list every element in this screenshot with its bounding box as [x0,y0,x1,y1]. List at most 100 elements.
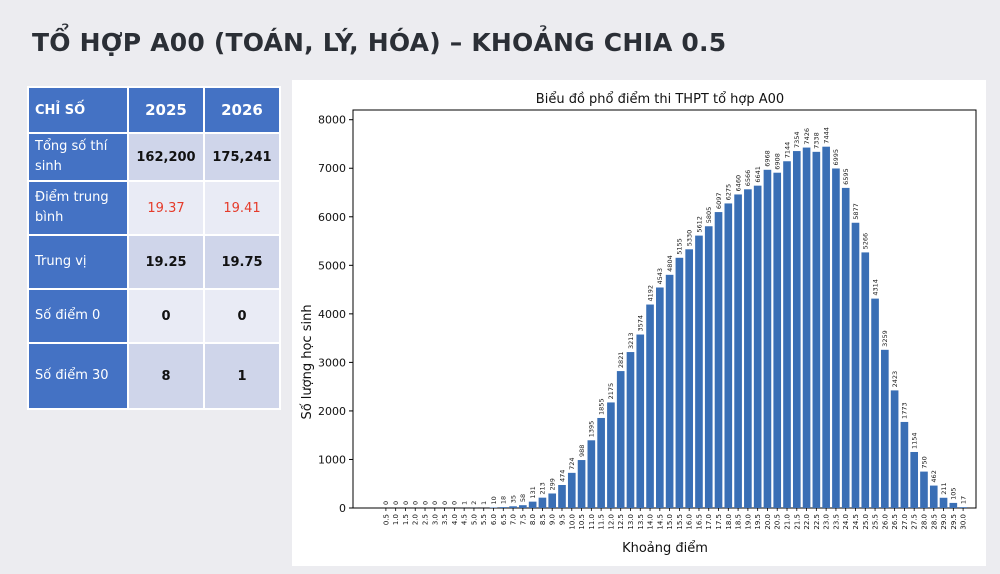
data-label: 7354 [793,132,801,149]
x-tick-label: 23.5 [832,514,840,530]
x-tick-label: 5.0 [470,514,478,525]
x-tick-label: 22.5 [813,514,821,530]
header-metric: CHỈ SỐ [27,86,129,134]
bar [929,485,938,508]
bar [890,390,899,508]
x-tick-label: 18.5 [735,514,743,530]
x-tick-label: 14.0 [647,514,655,530]
bar [567,472,576,508]
bar [616,371,625,508]
data-label: 4314 [871,279,879,296]
data-label: 1 [460,501,468,505]
cell-zero-2025: 0 [127,288,205,344]
bar [636,334,645,508]
data-label: 0 [382,501,390,505]
x-tick-label: 28.5 [930,514,938,530]
data-label: 4804 [666,255,674,272]
x-tick-label: 20.5 [774,514,782,530]
row-label-mean: Điểm trung bình [27,180,129,236]
data-label: 7444 [822,127,830,144]
x-tick-label: 11.5 [598,514,606,530]
x-tick-label: 7.0 [510,514,518,525]
data-label: 5805 [705,207,713,224]
cell-median-2025: 19.25 [127,234,205,290]
header-2026: 2026 [203,86,281,134]
bar [577,460,586,508]
data-label: 0 [402,501,410,505]
x-tick-label: 9.0 [549,514,557,525]
data-label: 5877 [852,203,860,220]
plot-frame [352,109,977,509]
data-label: 462 [930,470,938,482]
bar [763,169,772,509]
x-tick-label: 22.0 [803,514,811,530]
bar [959,507,967,508]
row-label-zero: Số điểm 0 [27,288,129,344]
x-tick-label: 3.0 [431,514,439,525]
x-tick-label: 1.0 [392,514,400,525]
bar [881,349,889,508]
x-tick-label: 26.0 [881,514,889,530]
data-label: 6566 [744,170,752,187]
y-tick-label: 1000 [318,453,346,466]
bar [695,235,703,509]
table-row: Điểm trung bình 19.37 19.41 [27,180,281,236]
chart-title: Biểu đồ phổ điểm thi THPT tổ hợp A00 [536,92,784,107]
x-tick-label: 14.5 [656,514,664,530]
data-label: 4192 [646,285,654,302]
data-label: 0 [441,501,449,505]
x-tick-label: 6.5 [500,514,508,525]
data-label: 0 [431,501,439,505]
chart-y-axis-label: Số lượng học sinh [300,304,315,419]
data-label: 6995 [832,149,840,166]
header-2025: 2025 [127,86,205,134]
x-tick-label: 8.0 [529,514,537,525]
page-title: TỔ HỢP A00 (TOÁN, LÝ, HÓA) – KHOẢNG CHIA… [32,28,727,57]
bar [724,203,733,508]
x-tick-label: 19.5 [754,514,762,530]
x-tick-label: 25.0 [862,514,870,530]
bar [597,417,605,508]
x-tick-label: 27.5 [911,514,919,530]
data-label: 299 [549,478,557,490]
data-label: 2821 [617,352,625,369]
x-tick-label: 28.0 [920,514,928,530]
x-tick-label: 8.5 [539,514,547,525]
row-label-total: Tổng số thí sinh [27,132,129,182]
data-label: 7426 [803,128,811,145]
bar [558,484,566,508]
x-tick-label: 18.0 [725,514,733,530]
bar [528,501,537,508]
stats-table: CHỈ SỐ 2025 2026 Tổng số thí sinh 162,20… [27,86,281,410]
data-label: 5612 [695,216,703,233]
bar [607,402,615,508]
x-tick-label: 15.5 [676,514,684,530]
y-axis: 0 1000 2000 3000 4000 5000 6000 7000 8000 [318,114,353,515]
table-row: Số điểm 30 8 1 [27,342,281,410]
x-tick-label: 29.0 [940,514,948,530]
y-tick-label: 2000 [318,405,346,418]
x-tick-label: 10.5 [578,514,586,530]
bar [802,147,811,508]
x-tick-label: 10.0 [568,514,576,530]
x-tick-label: 7.5 [519,514,527,525]
table-row: Số điểm 0 0 0 [27,288,281,344]
data-label: 750 [920,456,928,468]
table-row: Trung vị 19.25 19.75 [27,234,281,290]
data-label: 7144 [783,142,791,159]
x-tick-label: 2.5 [422,514,430,525]
data-label: 58 [519,494,527,502]
data-label: 6641 [754,166,762,183]
x-tick-label: 24.5 [852,514,860,530]
bar [685,249,693,509]
bar [910,451,919,508]
cell-mean-2025: 19.37 [127,180,205,236]
data-labels-group: 0 0 0 0 0 0 0 0 1 2 1 10 18 35 58 131 213 299474724988139… [382,127,967,505]
data-label: 6595 [842,168,850,185]
cell-total-2025: 162,200 [127,132,205,182]
data-label: 6908 [774,153,782,170]
data-label: 105 [950,487,958,499]
x-tick-label: 21.5 [793,514,801,530]
x-tick-label: 25.5 [872,514,880,530]
data-label: 1154 [910,432,918,449]
